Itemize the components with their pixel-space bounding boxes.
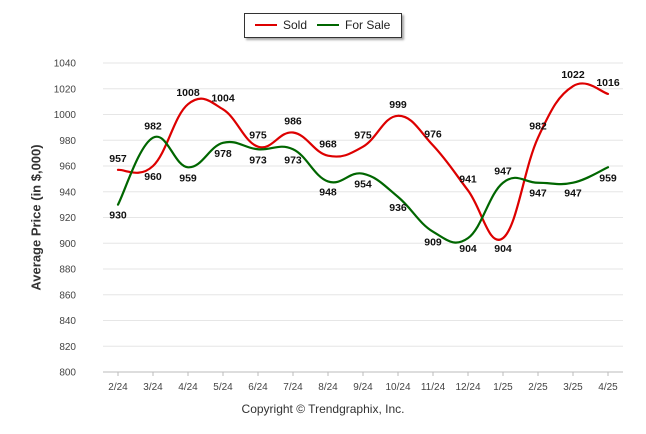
- y-tick-label: 900: [59, 239, 76, 250]
- x-tick-label: 6/24: [248, 382, 268, 393]
- y-tick-label: 840: [59, 316, 76, 327]
- x-axis-ticks: 2/24 3/24 4/24 5/24 6/24 7/24 8/24 9/24 10/24 11/…: [108, 382, 618, 393]
- y-tick-label: 820: [59, 342, 76, 353]
- x-tick-label: 8/24: [318, 382, 338, 393]
- data-label-for-sale: 959: [599, 172, 617, 184]
- data-label-sold: 957: [109, 153, 127, 165]
- data-label-sold: 999: [389, 99, 407, 111]
- x-tick-label: 9/24: [353, 382, 373, 393]
- data-label-for-sale: 948: [319, 186, 337, 198]
- x-tick-label: 4/25: [598, 382, 618, 393]
- data-label-sold: 1004: [211, 92, 235, 104]
- data-label-sold: 1022: [561, 69, 585, 81]
- x-tick-label: 3/24: [143, 382, 163, 393]
- x-tick-label: 3/25: [563, 382, 583, 393]
- y-tick-label: 860: [59, 290, 76, 301]
- y-tick-label: 1020: [54, 84, 77, 95]
- data-label-sold: 982: [529, 121, 547, 133]
- legend-label-sold: Sold: [283, 18, 308, 32]
- y-tick-label: 1040: [54, 59, 77, 70]
- legend-label-for-sale: For Sale: [345, 18, 391, 32]
- data-labels: 957 960 1008 1004 975 986 968 975 999 976 941 904 98…: [109, 69, 620, 255]
- x-tick-label: 2/24: [108, 382, 128, 393]
- x-tick-label: 2/25: [528, 382, 548, 393]
- y-tick-label: 800: [59, 368, 76, 379]
- y-axis-label: Average Price (in $,000): [28, 144, 44, 291]
- y-tick-label: 880: [59, 265, 76, 276]
- grid-lines: [103, 62, 623, 376]
- x-tick-label: 5/24: [213, 382, 233, 393]
- data-label-for-sale: 982: [144, 121, 162, 133]
- x-tick-label: 10/24: [385, 382, 410, 393]
- y-axis-ticks: 800 820 840 860 880 900 920 940 960 980 1000 1020 10…: [54, 59, 77, 379]
- data-label-for-sale: 954: [354, 179, 372, 191]
- data-label-sold: 1008: [176, 87, 200, 99]
- data-label-sold: 941: [459, 173, 477, 185]
- y-tick-label: 920: [59, 213, 76, 224]
- legend: Sold For Sale: [244, 13, 402, 38]
- data-label-for-sale: 947: [529, 188, 547, 200]
- y-tick-label: 940: [59, 187, 76, 198]
- legend-item-sold[interactable]: Sold: [255, 18, 307, 32]
- y-tick-label: 1000: [54, 110, 77, 121]
- data-label-sold: 976: [424, 128, 442, 140]
- copyright-text: Copyright © Trendgraphix, Inc.: [241, 402, 405, 416]
- data-label-sold: 975: [249, 130, 267, 142]
- data-label-sold: 904: [494, 243, 512, 255]
- data-label-sold: 1016: [596, 77, 620, 89]
- data-label-for-sale: 936: [389, 202, 407, 214]
- data-label-sold: 975: [354, 130, 372, 142]
- data-label-for-sale: 973: [284, 154, 302, 166]
- series-lines: [116, 82, 610, 244]
- data-label-for-sale: 947: [564, 188, 582, 200]
- data-label-for-sale: 904: [459, 243, 477, 255]
- data-label-for-sale: 930: [109, 210, 127, 222]
- series-line-sold: [116, 82, 610, 241]
- data-label-for-sale: 973: [249, 154, 267, 166]
- y-tick-label: 960: [59, 162, 76, 173]
- x-tick-label: 4/24: [178, 382, 198, 393]
- data-label-sold: 986: [284, 116, 302, 128]
- data-label-for-sale: 959: [179, 172, 197, 184]
- series-line-for-sale: [116, 135, 610, 244]
- data-label-sold: 968: [319, 139, 337, 151]
- x-tick-label: 12/24: [455, 382, 480, 393]
- data-label-for-sale: 909: [424, 237, 442, 249]
- x-tick-label: 1/25: [493, 382, 513, 393]
- legend-item-for-sale[interactable]: For Sale: [317, 18, 390, 32]
- legend-swatch-sold: [255, 24, 277, 26]
- data-label-sold: 960: [144, 171, 162, 183]
- legend-swatch-for-sale: [317, 24, 339, 26]
- x-tick-label: 7/24: [283, 382, 303, 393]
- data-label-for-sale: 947: [494, 166, 512, 178]
- y-tick-label: 980: [59, 136, 76, 147]
- data-label-for-sale: 978: [214, 148, 232, 160]
- x-tick-label: 11/24: [421, 382, 446, 393]
